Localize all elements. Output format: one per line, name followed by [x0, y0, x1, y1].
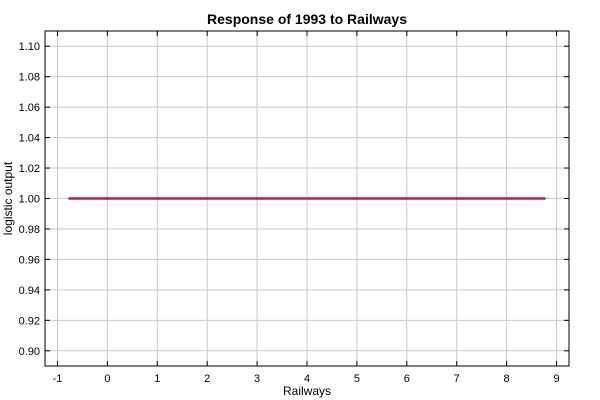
x-tick-label: 2	[204, 373, 210, 385]
y-tick-label: 0.98	[19, 224, 40, 236]
x-tick-label: 7	[454, 373, 460, 385]
y-tick-label: 1.02	[19, 163, 40, 175]
y-tick-label: 0.92	[19, 315, 40, 327]
x-tick-label: -1	[53, 373, 63, 385]
x-tick-label: 3	[254, 373, 260, 385]
x-tick-label: 9	[553, 373, 559, 385]
y-axis-label: logistic output	[1, 161, 15, 235]
x-axis-label: Railways	[283, 384, 331, 398]
x-tick-label: 4	[304, 373, 310, 385]
y-tick-label: 1.00	[19, 194, 40, 206]
y-tick-label: 0.96	[19, 254, 40, 266]
grid-lines	[45, 31, 569, 366]
x-tick-label: 6	[404, 373, 410, 385]
chart-title: Response of 1993 to Railways	[207, 11, 407, 27]
x-tick-label: 5	[354, 373, 360, 385]
y-tick-label: 1.04	[19, 133, 40, 145]
x-tick-label: 8	[504, 373, 510, 385]
x-tick-label: 0	[104, 373, 110, 385]
x-tick-label: 1	[154, 373, 160, 385]
y-tick-label: 1.06	[19, 102, 40, 114]
y-tick-label: 1.08	[19, 72, 40, 84]
y-tick-label: 0.94	[19, 285, 40, 297]
y-tick-label: 1.10	[19, 41, 40, 53]
y-tick-label: 0.90	[19, 346, 40, 358]
axis-ticks	[45, 31, 569, 366]
y-tick-labels: 0.90 0.92 0.94 0.96 0.98 1.00 1.02 1.04 1.06 1.08…	[19, 41, 40, 358]
x-tick-labels: -1 0 1 2 3 4 5 6 7 8 9	[53, 373, 560, 385]
